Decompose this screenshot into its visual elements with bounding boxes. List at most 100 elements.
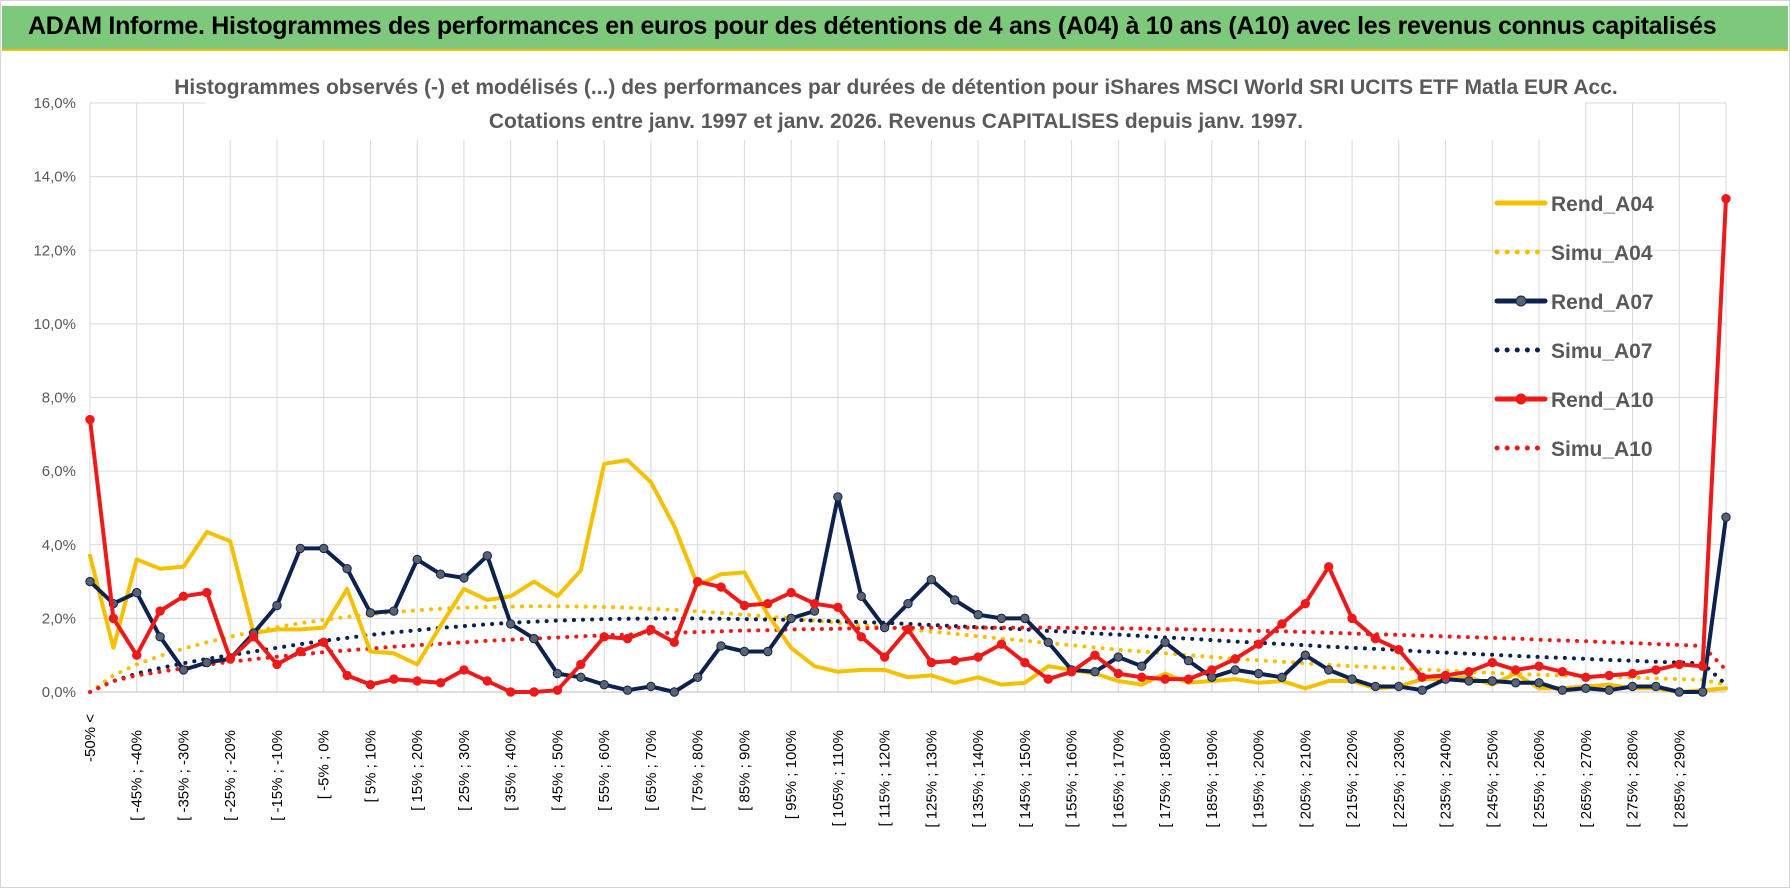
data-point-rend_a10 [1230,654,1240,664]
data-point-rend_a07 [132,587,142,598]
data-point-rend_a10 [1510,665,1521,675]
data-point-rend_a10 [1300,598,1311,609]
data-point-rend_a10 [1651,665,1661,675]
grid-lines [89,102,1727,693]
series-line-rend_a07 [88,494,1728,694]
legend-label-simu_a10: Simu_A10 [1551,438,1653,461]
data-point-rend_a07 [202,657,212,668]
data-point-rend_a07 [1020,613,1030,624]
data-point-rend_a07 [739,646,750,657]
y-tick-label: 0,0% [42,684,76,701]
data-point-rend_a07 [996,613,1007,624]
data-point-rend_a07 [1370,681,1381,692]
x-tick-label: [ 135% ; 140% [970,730,987,828]
data-point-rend_a07 [1721,512,1731,522]
data-point-rend_a10 [225,654,235,664]
x-tick-label: [ 95% ; 100% [783,730,800,819]
data-point-rend_a10 [1417,672,1427,682]
data-point-rend_a07 [903,598,913,609]
data-point-rend_a07 [1557,685,1568,695]
data-point-rend_a07 [1183,656,1194,666]
data-point-rend_a07 [926,575,937,585]
y-tick-label: 12,0% [33,242,76,259]
x-tick-label: [ 125% ; 130% [923,730,940,828]
data-point-rend_a10 [646,624,656,635]
chart-title-line-2: Cotations entre janv. 1997 et janv. 2026… [489,110,1303,133]
data-point-rend_a10 [1697,661,1708,671]
data-point-rend_a07 [1417,685,1427,695]
data-point-rend_a10 [342,670,352,681]
x-tick-label: [ 225% ; 230% [1391,730,1408,828]
x-tick-label: [ 235% ; 240% [1438,730,1455,828]
x-tick-label: [ 75% ; 80% [690,730,707,811]
data-point-rend_a07 [1253,668,1264,679]
x-tick-label: [ 185% ; 190% [1204,730,1221,828]
data-point-rend_a10 [599,632,609,642]
y-tick-label: 4,0% [42,537,76,554]
x-tick-label: [ 35% ; 40% [503,730,520,811]
data-point-rend_a10 [1137,672,1147,682]
data-point-rend_a10 [365,679,376,690]
data-point-rend_a10 [716,582,726,592]
x-tick-label: [ -5% ; 0% [316,730,333,799]
data-point-rend_a10 [202,587,212,598]
x-tick-label: [ 175% ; 180% [1157,730,1174,828]
y-tick-label: 2,0% [42,610,76,627]
x-tick-label: [ 205% ; 210% [1297,730,1314,828]
data-point-rend_a07 [389,606,399,616]
legend-label-rend_a04: Rend_A04 [1551,193,1654,216]
data-point-rend_a07 [1090,667,1100,677]
data-point-rend_a07 [1230,665,1240,675]
data-point-rend_a10 [272,659,282,670]
data-point-rend_a07 [1487,676,1497,686]
legend-label-simu_a04: Simu_A04 [1551,242,1653,265]
data-point-rend_a10 [295,646,306,657]
data-point-rend_a07 [973,609,983,620]
data-point-rend_a10 [669,637,679,648]
chart-title: Histogrammes observés (-) et modélisés (… [174,68,1618,140]
data-point-rend_a10 [1534,661,1544,671]
data-point-rend_a07 [763,646,773,657]
x-tick-label: [ 145% ; 150% [1017,730,1034,828]
legend: Rend_A04 Simu_A04 Rend_A07 Simu_A07 Rend_A10… [1494,193,1654,461]
data-point-rend_a10 [1043,674,1053,684]
data-point-rend_a10 [1581,672,1591,682]
x-axis: -50% < [ -45% ; -40% [ -35% ; -30% [ -25% ;… [82,714,1688,828]
data-point-rend_a10 [1627,668,1638,679]
chart-title-line-1: Histogrammes observés (-) et modélisés (… [174,76,1618,99]
data-point-rend_a10 [155,606,165,616]
data-point-rend_a07 [552,668,563,679]
data-point-rend_a07 [1464,676,1474,686]
data-point-rend_a07 [272,600,282,611]
x-tick-label: [ -25% ; -20% [222,730,239,821]
data-point-rend_a07 [950,595,960,605]
data-point-rend_a10 [1370,633,1381,644]
x-tick-label: [ 265% ; 270% [1578,730,1595,828]
page-title: ADAM Informe. Histogrammes des performan… [28,12,1717,40]
data-point-rend_a10 [996,639,1007,649]
data-point-rend_a07 [319,543,329,554]
data-point-rend_a07 [856,591,866,601]
data-point-rend_a07 [1300,650,1311,660]
x-tick-label: [ 155% ; 160% [1064,730,1081,828]
data-point-rend_a07 [365,608,376,618]
legend-label-rend_a07: Rend_A07 [1551,291,1654,314]
data-point-rend_a10 [412,676,422,686]
y-tick-label: 10,0% [33,316,76,333]
x-tick-label: [ 215% ; 220% [1344,730,1361,828]
y-tick-label: 8,0% [42,390,76,407]
data-point-rend_a10 [879,652,890,662]
data-point-rend_a07 [1534,678,1544,688]
x-tick-label: [ 15% ; 20% [409,730,426,811]
x-tick-label: [ 25% ; 30% [456,730,473,811]
data-point-rend_a10 [552,685,563,695]
x-tick-label: [ 245% ; 250% [1484,730,1501,828]
data-point-rend_a07 [1347,674,1357,684]
data-point-rend_a07 [1160,637,1170,648]
data-point-rend_a10 [856,632,866,642]
y-tick-label: 6,0% [42,463,76,480]
data-point-rend_a07 [412,554,422,565]
x-tick-label: [ -45% ; -40% [129,730,146,821]
data-point-rend_a07 [1113,652,1124,662]
